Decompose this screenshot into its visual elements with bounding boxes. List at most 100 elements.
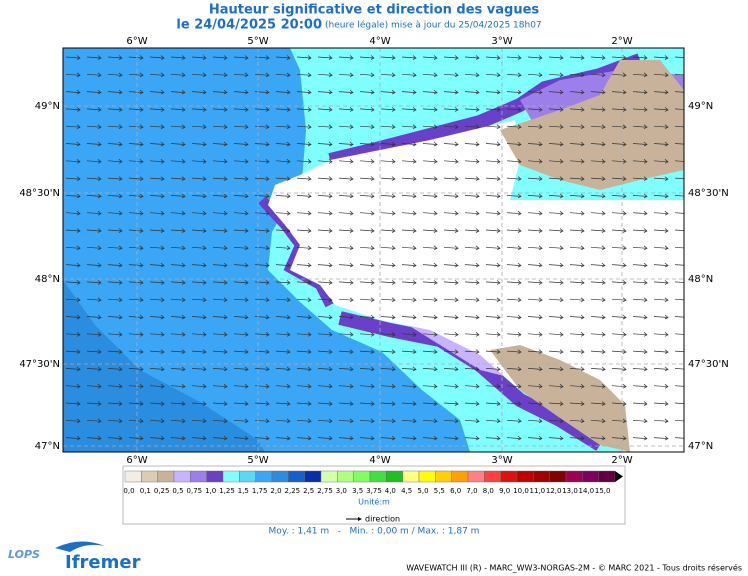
arrow-head	[601, 435, 606, 441]
arrow-head	[118, 366, 123, 372]
arrow-head	[517, 55, 522, 60]
arrow-head	[202, 210, 207, 216]
arrow	[569, 246, 585, 249]
arrow	[590, 212, 606, 215]
arrow	[212, 160, 228, 163]
arrow	[191, 177, 207, 180]
colorbar-swatch	[549, 470, 567, 483]
arrow	[233, 56, 249, 59]
arrow	[380, 73, 396, 76]
arrow	[128, 368, 144, 370]
arrow-head	[370, 262, 375, 268]
colorbar-swatch	[157, 470, 175, 483]
arrow-head	[244, 366, 249, 372]
arrow-head	[454, 366, 459, 372]
arrow	[86, 402, 102, 405]
arrow	[128, 56, 144, 59]
arrow-head	[412, 55, 417, 60]
arrow	[632, 56, 648, 59]
arrow	[590, 316, 606, 318]
arrow-head	[496, 72, 501, 78]
arrow-head	[160, 401, 165, 406]
arrow-head	[496, 107, 501, 112]
land-relief	[500, 60, 684, 190]
arrow-head	[475, 176, 480, 181]
arrow	[338, 212, 354, 215]
arrow	[422, 143, 438, 145]
arrow	[338, 73, 354, 76]
arrow	[527, 125, 543, 128]
arrow-head	[223, 107, 228, 112]
arrow-head	[496, 366, 501, 372]
arrow-head	[118, 332, 123, 337]
arrow-head	[475, 280, 480, 285]
arrow	[464, 108, 480, 111]
arrow-head	[664, 210, 669, 216]
arrow	[674, 229, 684, 231]
arrow	[611, 177, 627, 180]
arrow	[86, 350, 102, 353]
arrow-head	[307, 245, 312, 251]
arrow-head	[160, 418, 165, 424]
arrow	[443, 281, 459, 284]
arrow-head	[328, 210, 333, 216]
arrow	[275, 73, 291, 76]
arrow	[65, 316, 81, 318]
colorbar-swatch	[353, 470, 371, 483]
arrow	[506, 229, 522, 232]
arrow	[401, 419, 417, 422]
arrow-head	[223, 159, 228, 164]
arrow	[653, 195, 669, 197]
arrow	[401, 368, 417, 370]
arrow	[674, 437, 684, 439]
arrow-head	[370, 280, 375, 285]
arrow-head	[76, 107, 81, 112]
arrow-head	[244, 383, 249, 389]
arrow-head	[622, 314, 627, 320]
arrow-head	[328, 280, 333, 285]
arrow	[464, 385, 480, 388]
arrow	[212, 212, 228, 215]
arrow	[443, 160, 459, 163]
arrow-head	[664, 314, 669, 320]
lon-label: 5°W	[247, 455, 268, 466]
arrow-head	[559, 210, 564, 216]
arrow	[653, 91, 669, 93]
arrow	[170, 91, 186, 93]
arrow-head	[622, 435, 627, 441]
arrow	[86, 56, 102, 59]
arrow	[632, 212, 648, 215]
arrow	[422, 368, 438, 370]
arrow	[275, 91, 291, 93]
arrow-head	[454, 107, 459, 112]
arrow-head	[643, 55, 648, 60]
arrow-head	[328, 383, 333, 389]
arrow-head	[454, 124, 459, 130]
arrow	[590, 298, 606, 301]
arrow-head	[664, 228, 669, 233]
arrow	[338, 419, 354, 422]
arrow-head	[454, 159, 459, 164]
arrow-head	[349, 435, 354, 441]
arrow-head	[391, 210, 396, 216]
arrow	[380, 143, 396, 145]
arrow	[674, 177, 684, 180]
arrow	[548, 108, 564, 111]
arrow	[464, 316, 480, 318]
arrow-head	[181, 401, 186, 406]
arrow	[527, 229, 543, 232]
arrow-head	[391, 176, 396, 181]
arrow-head	[139, 314, 144, 320]
arrow-head	[244, 72, 249, 78]
arrow-head	[76, 193, 81, 199]
lat-label: 49°N	[35, 101, 60, 112]
arrow	[275, 177, 291, 180]
arrow-head	[412, 297, 417, 303]
arrow	[317, 229, 333, 232]
arrow-head	[181, 55, 186, 60]
arrow	[506, 125, 522, 128]
arrow	[170, 437, 186, 439]
arrow-head	[517, 383, 522, 389]
arrow	[632, 195, 648, 197]
arrow	[380, 195, 396, 197]
